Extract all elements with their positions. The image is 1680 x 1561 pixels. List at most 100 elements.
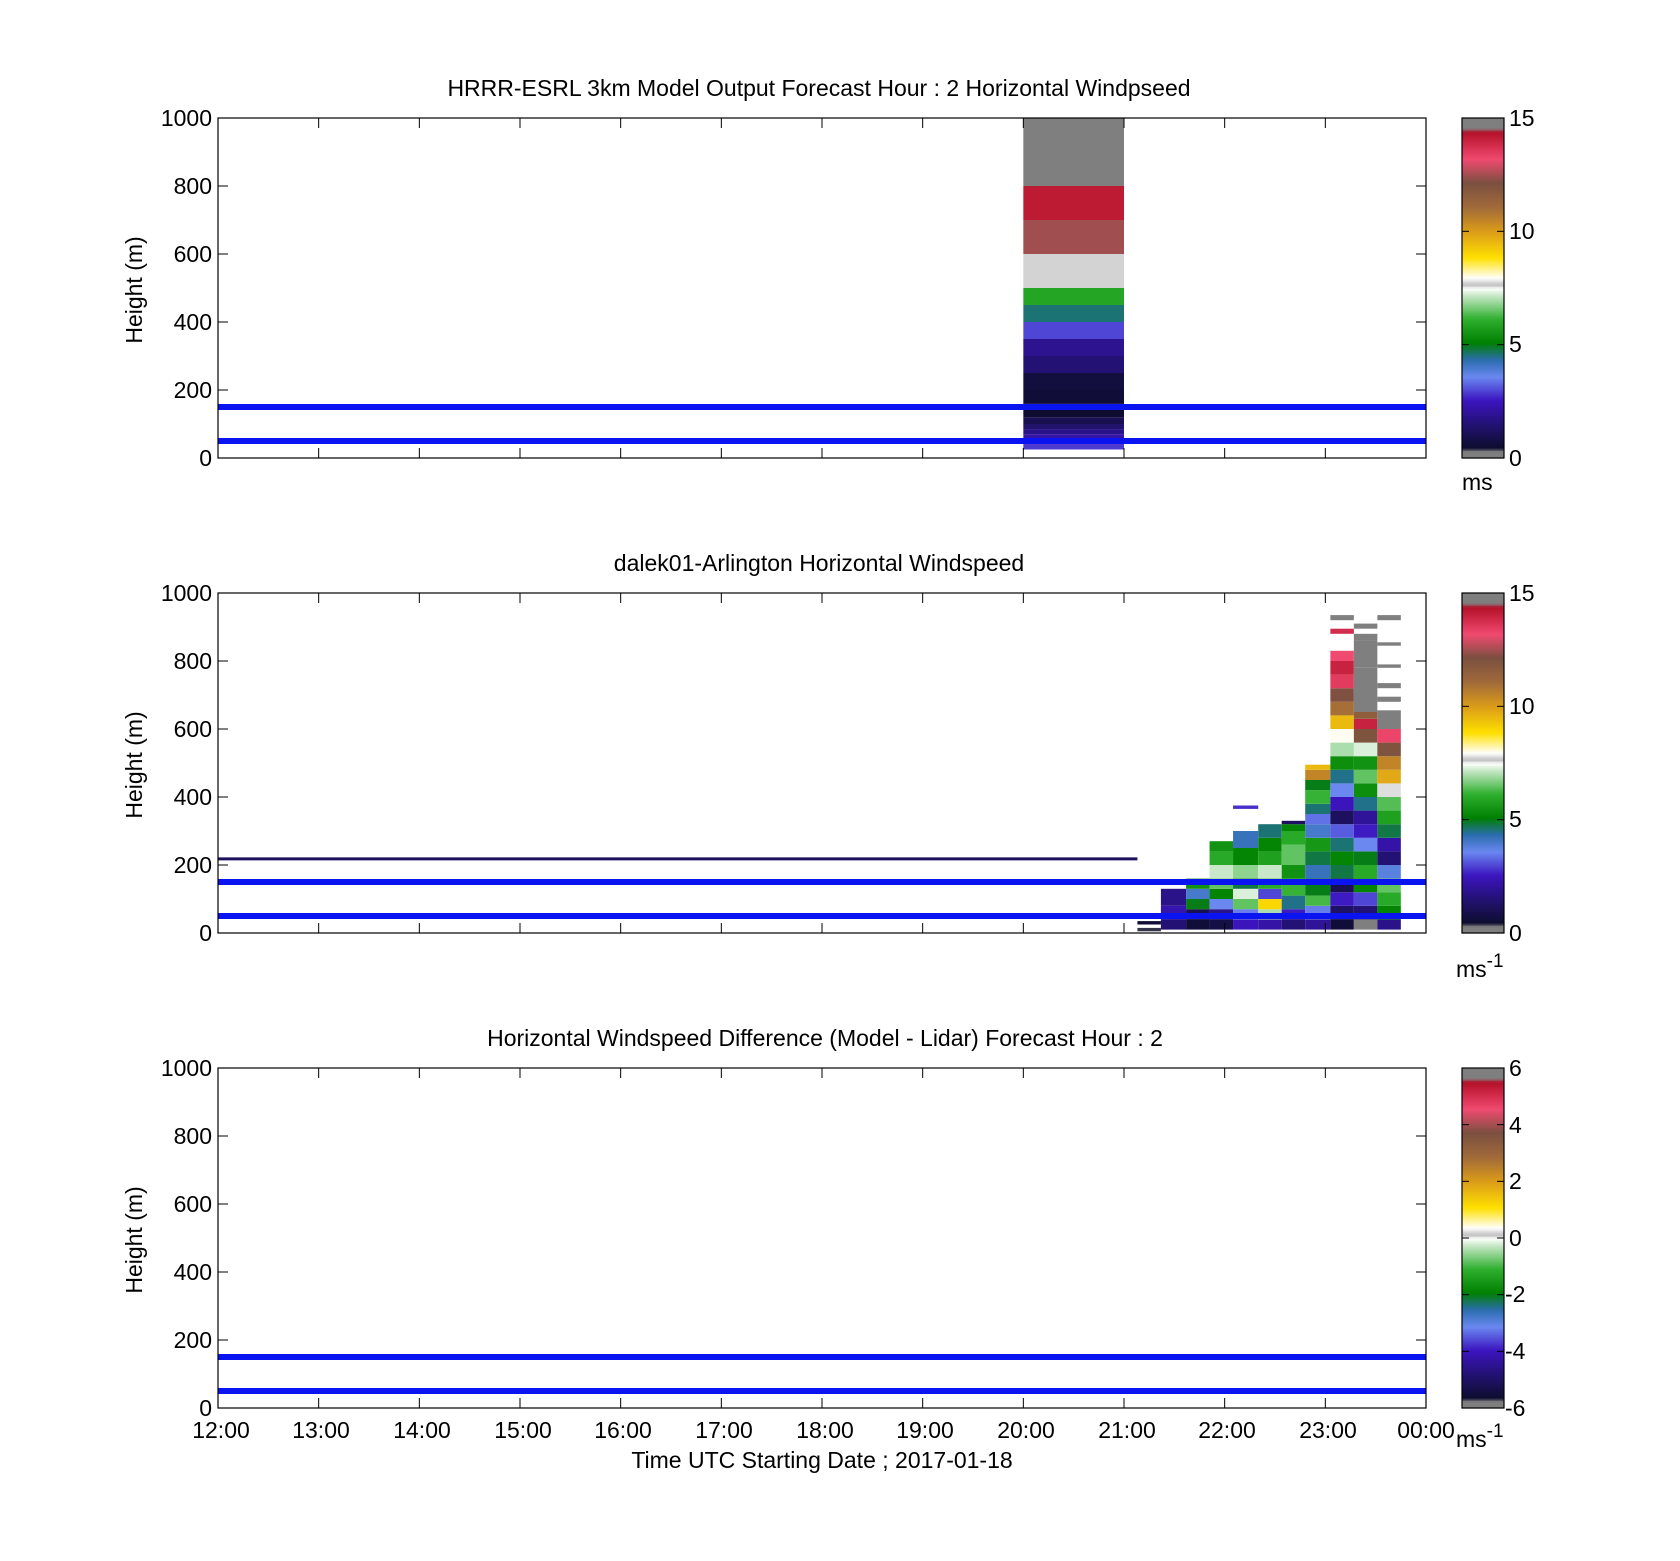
colorbar-band <box>1462 805 1504 808</box>
colorbar-band <box>1462 647 1504 650</box>
colorbar-band <box>1462 1372 1504 1375</box>
colorbar-band <box>1462 1332 1504 1335</box>
y-tick-label: 400 <box>174 784 212 810</box>
colorbar-band <box>1462 881 1504 884</box>
colorbar-band <box>1462 338 1504 341</box>
heatmap-cell <box>1023 356 1124 373</box>
colorbar-band <box>1462 1254 1504 1257</box>
colorbar-band <box>1462 845 1504 848</box>
colorbar-band <box>1462 1228 1504 1231</box>
colorbar: -6 -4 -2 0 2 4 6 ms-1 <box>1456 1055 1526 1452</box>
colorbar-band <box>1462 763 1504 766</box>
colorbar-band <box>1462 254 1504 257</box>
heatmap-cell <box>1377 769 1401 784</box>
heatmap-cell <box>1305 780 1331 791</box>
colorbar-band <box>1462 368 1504 371</box>
colorbar-band <box>1462 1322 1504 1325</box>
colorbar-band <box>1462 901 1504 904</box>
colorbar-tick-label: -2 <box>1505 1281 1525 1307</box>
colorbar-band <box>1462 1324 1504 1327</box>
colorbar-band <box>1462 246 1504 249</box>
x-ticks: 12:00 13:00 14:00 15:00 16:00 17:00 18:0… <box>192 1417 1455 1443</box>
colorbar-band <box>1462 1264 1504 1267</box>
y-ticks: 0 200 400 600 800 1000 <box>161 1055 212 1421</box>
colorbar-band <box>1462 799 1504 802</box>
heatmap-cell <box>1377 615 1401 621</box>
colorbar-band <box>1462 324 1504 327</box>
colorbar-band <box>1462 1300 1504 1303</box>
colorbar-band <box>1462 823 1504 826</box>
heatmap-cell <box>1377 742 1401 757</box>
colorbar-band <box>1462 322 1504 325</box>
colorbar-band <box>1462 238 1504 241</box>
heatmap-cell <box>1023 322 1124 339</box>
colorbar-band <box>1462 348 1504 351</box>
colorbar-band <box>1462 1140 1504 1143</box>
colorbar-band <box>1462 1232 1504 1235</box>
y-tick-label: 400 <box>174 309 212 335</box>
colorbar-tick-label: 0 <box>1509 445 1522 471</box>
heatmap-cell <box>1281 895 1306 910</box>
colorbar-band <box>1462 1156 1504 1159</box>
colorbar-band <box>1462 613 1504 616</box>
colorbar-ticks: -6 -4 -2 0 2 4 6 <box>1505 1055 1526 1421</box>
heatmap-cell <box>1281 831 1306 845</box>
tick-marks <box>217 592 1427 934</box>
heatmap-cell <box>1305 824 1331 838</box>
colorbar-band <box>1462 388 1504 391</box>
colorbar-band <box>1462 228 1504 231</box>
colorbar-band <box>1462 667 1504 670</box>
colorbar-band <box>1462 1090 1504 1093</box>
colorbar-band <box>1462 444 1504 447</box>
colorbar-band <box>1462 438 1504 441</box>
y-tick-label: 200 <box>174 1327 212 1353</box>
colorbar-band <box>1462 1386 1504 1389</box>
colorbar-band <box>1462 264 1504 267</box>
heatmap-cells <box>1023 118 1124 450</box>
colorbar-band <box>1462 1268 1504 1271</box>
colorbar-band <box>1462 789 1504 792</box>
colorbar-band <box>1462 759 1504 762</box>
colorbar-band <box>1462 302 1504 305</box>
heatmap-cell <box>1305 895 1331 906</box>
colorbar-band <box>1462 420 1504 423</box>
x-tick-label: 20:00 <box>997 1417 1055 1443</box>
colorbar-band <box>1462 899 1504 902</box>
panel-model: HRRR-ESRL 3km Model Output Forecast Hour… <box>121 75 1535 495</box>
colorbar-band <box>1462 398 1504 401</box>
y-tick-label: 200 <box>174 377 212 403</box>
colorbar-band <box>1462 771 1504 774</box>
colorbar-band <box>1462 1394 1504 1397</box>
heatmap-cell <box>1377 824 1401 838</box>
heatmap-cell <box>1330 824 1354 838</box>
colorbar-band <box>1462 456 1504 459</box>
colorbar-tick-label: 2 <box>1509 1168 1522 1194</box>
colorbar-band <box>1462 1106 1504 1109</box>
colorbar-band <box>1462 432 1504 435</box>
y-tick-label: 1000 <box>161 105 212 131</box>
heatmap-cell <box>1023 390 1124 404</box>
heatmap-cell <box>1377 683 1401 689</box>
colorbar-band <box>1462 450 1504 453</box>
heatmap-cell <box>1233 919 1259 930</box>
colorbar-band <box>1462 651 1504 654</box>
colorbar-band <box>1462 1246 1504 1249</box>
colorbar-band <box>1462 1132 1504 1135</box>
colorbar-band <box>1462 204 1504 207</box>
colorbar-band <box>1462 663 1504 666</box>
colorbar-band <box>1462 1294 1504 1297</box>
colorbar-band <box>1462 1348 1504 1351</box>
colorbar-band <box>1462 1160 1504 1163</box>
colorbar-band <box>1462 809 1504 812</box>
colorbar-band <box>1462 715 1504 718</box>
colorbar-band <box>1462 394 1504 397</box>
colorbar-band <box>1462 140 1504 143</box>
colorbar-band <box>1462 729 1504 732</box>
colorbar-band <box>1462 859 1504 862</box>
colorbar-band <box>1462 122 1504 125</box>
heatmap-cell <box>1377 892 1401 906</box>
heatmap-cell <box>1023 339 1124 356</box>
colorbar-band <box>1462 360 1504 363</box>
colorbar-band <box>1462 903 1504 906</box>
colorbar-band <box>1462 278 1504 281</box>
